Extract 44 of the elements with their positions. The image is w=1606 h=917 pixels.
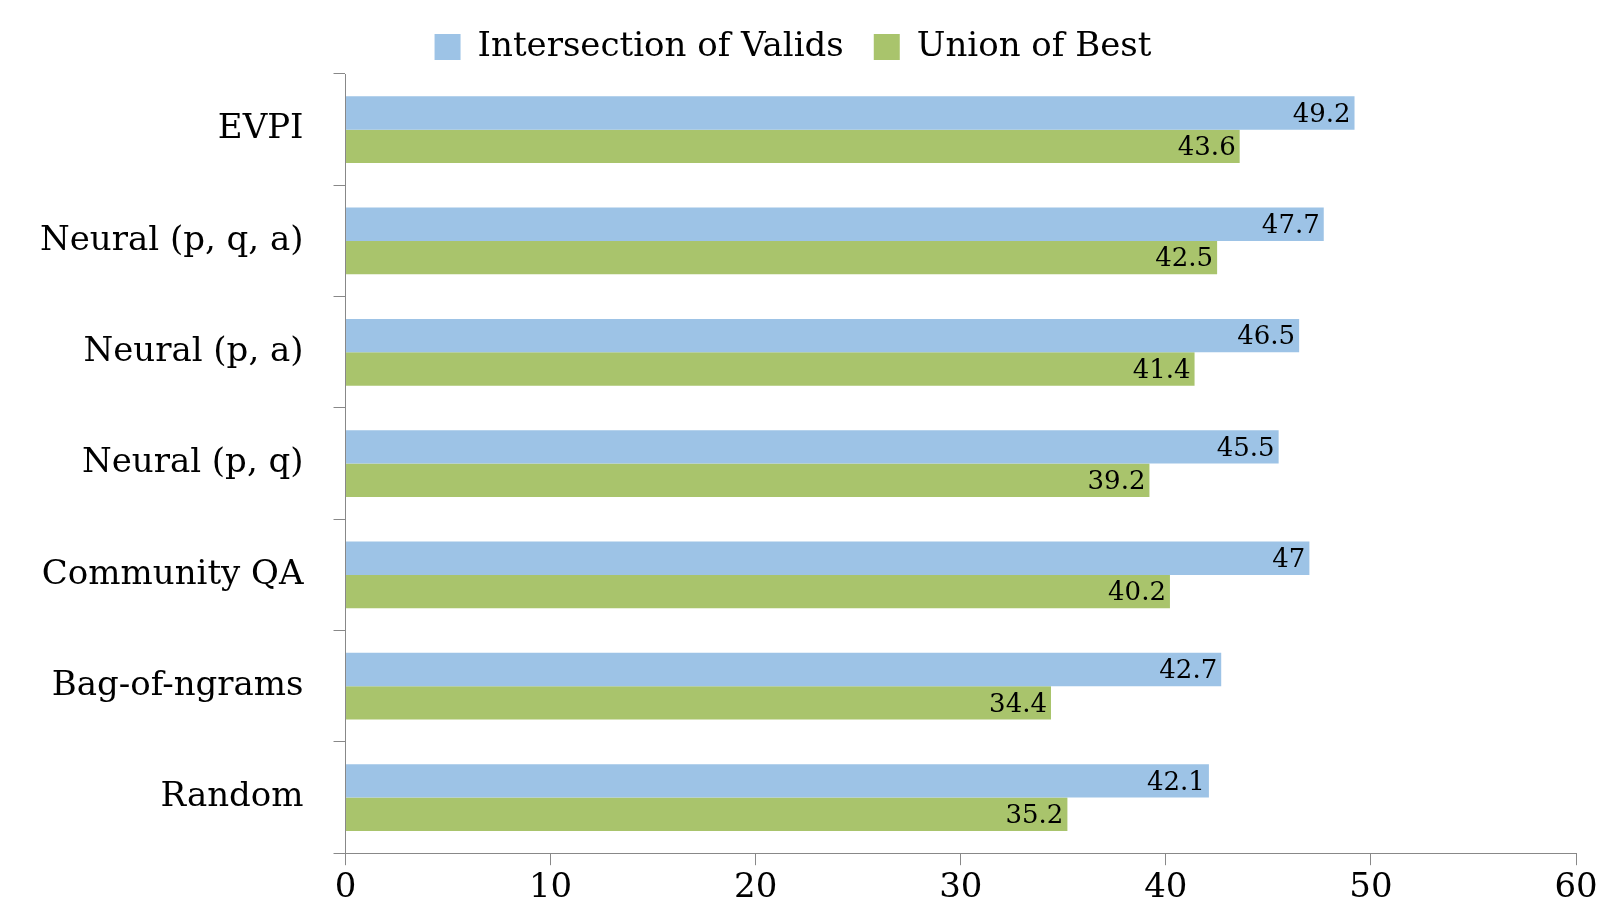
y-tick-label: Neural (p, a) xyxy=(83,329,304,370)
bar xyxy=(346,574,1170,609)
x-tick-label: 20 xyxy=(734,865,778,906)
bar xyxy=(346,352,1195,386)
bar xyxy=(346,541,1310,575)
data-label: 34.4 xyxy=(989,687,1047,718)
data-label: 47 xyxy=(1272,542,1306,573)
x-tick-label: 50 xyxy=(1349,865,1393,906)
data-label: 43.6 xyxy=(1177,131,1236,162)
x-tick-label: 0 xyxy=(334,865,357,906)
y-tick-label: EVPI xyxy=(217,106,304,147)
data-label: 40.2 xyxy=(1108,576,1166,607)
legend-label: Intersection of Valids xyxy=(477,23,844,64)
bar xyxy=(346,764,1209,798)
y-tick-label: Neural (p, q) xyxy=(81,440,304,481)
y-tick-label: Neural (p, q, a) xyxy=(39,217,304,258)
bar xyxy=(346,463,1150,497)
bar xyxy=(346,129,1240,164)
x-tick-label: 60 xyxy=(1554,865,1598,906)
bar xyxy=(346,240,1218,275)
bar xyxy=(346,797,1068,831)
bar xyxy=(346,686,1051,720)
data-label: 41.4 xyxy=(1132,353,1191,384)
data-label: 39.2 xyxy=(1087,465,1146,496)
y-tick-label: Community QA xyxy=(41,551,304,592)
data-label: 35.2 xyxy=(1005,798,1064,829)
x-tick-label: 40 xyxy=(1144,865,1188,906)
y-tick-label: Random xyxy=(160,774,304,815)
legend-label: Union of Best xyxy=(916,23,1152,64)
data-label: 42.5 xyxy=(1155,242,1214,273)
bar xyxy=(346,430,1279,464)
y-tick-label: Bag-of-ngrams xyxy=(51,663,304,704)
data-label: 42.1 xyxy=(1147,765,1205,796)
data-label: 46.5 xyxy=(1237,320,1296,351)
x-tick-label: 10 xyxy=(528,865,573,906)
bar xyxy=(346,96,1355,130)
data-label: 45.5 xyxy=(1216,431,1275,462)
bar xyxy=(346,318,1300,353)
bar xyxy=(346,207,1324,241)
data-label: 49.2 xyxy=(1292,97,1351,128)
data-label: 47.7 xyxy=(1261,209,1320,240)
bar xyxy=(346,652,1222,687)
x-tick-label: 30 xyxy=(939,865,983,906)
data-label: 42.7 xyxy=(1159,654,1218,685)
